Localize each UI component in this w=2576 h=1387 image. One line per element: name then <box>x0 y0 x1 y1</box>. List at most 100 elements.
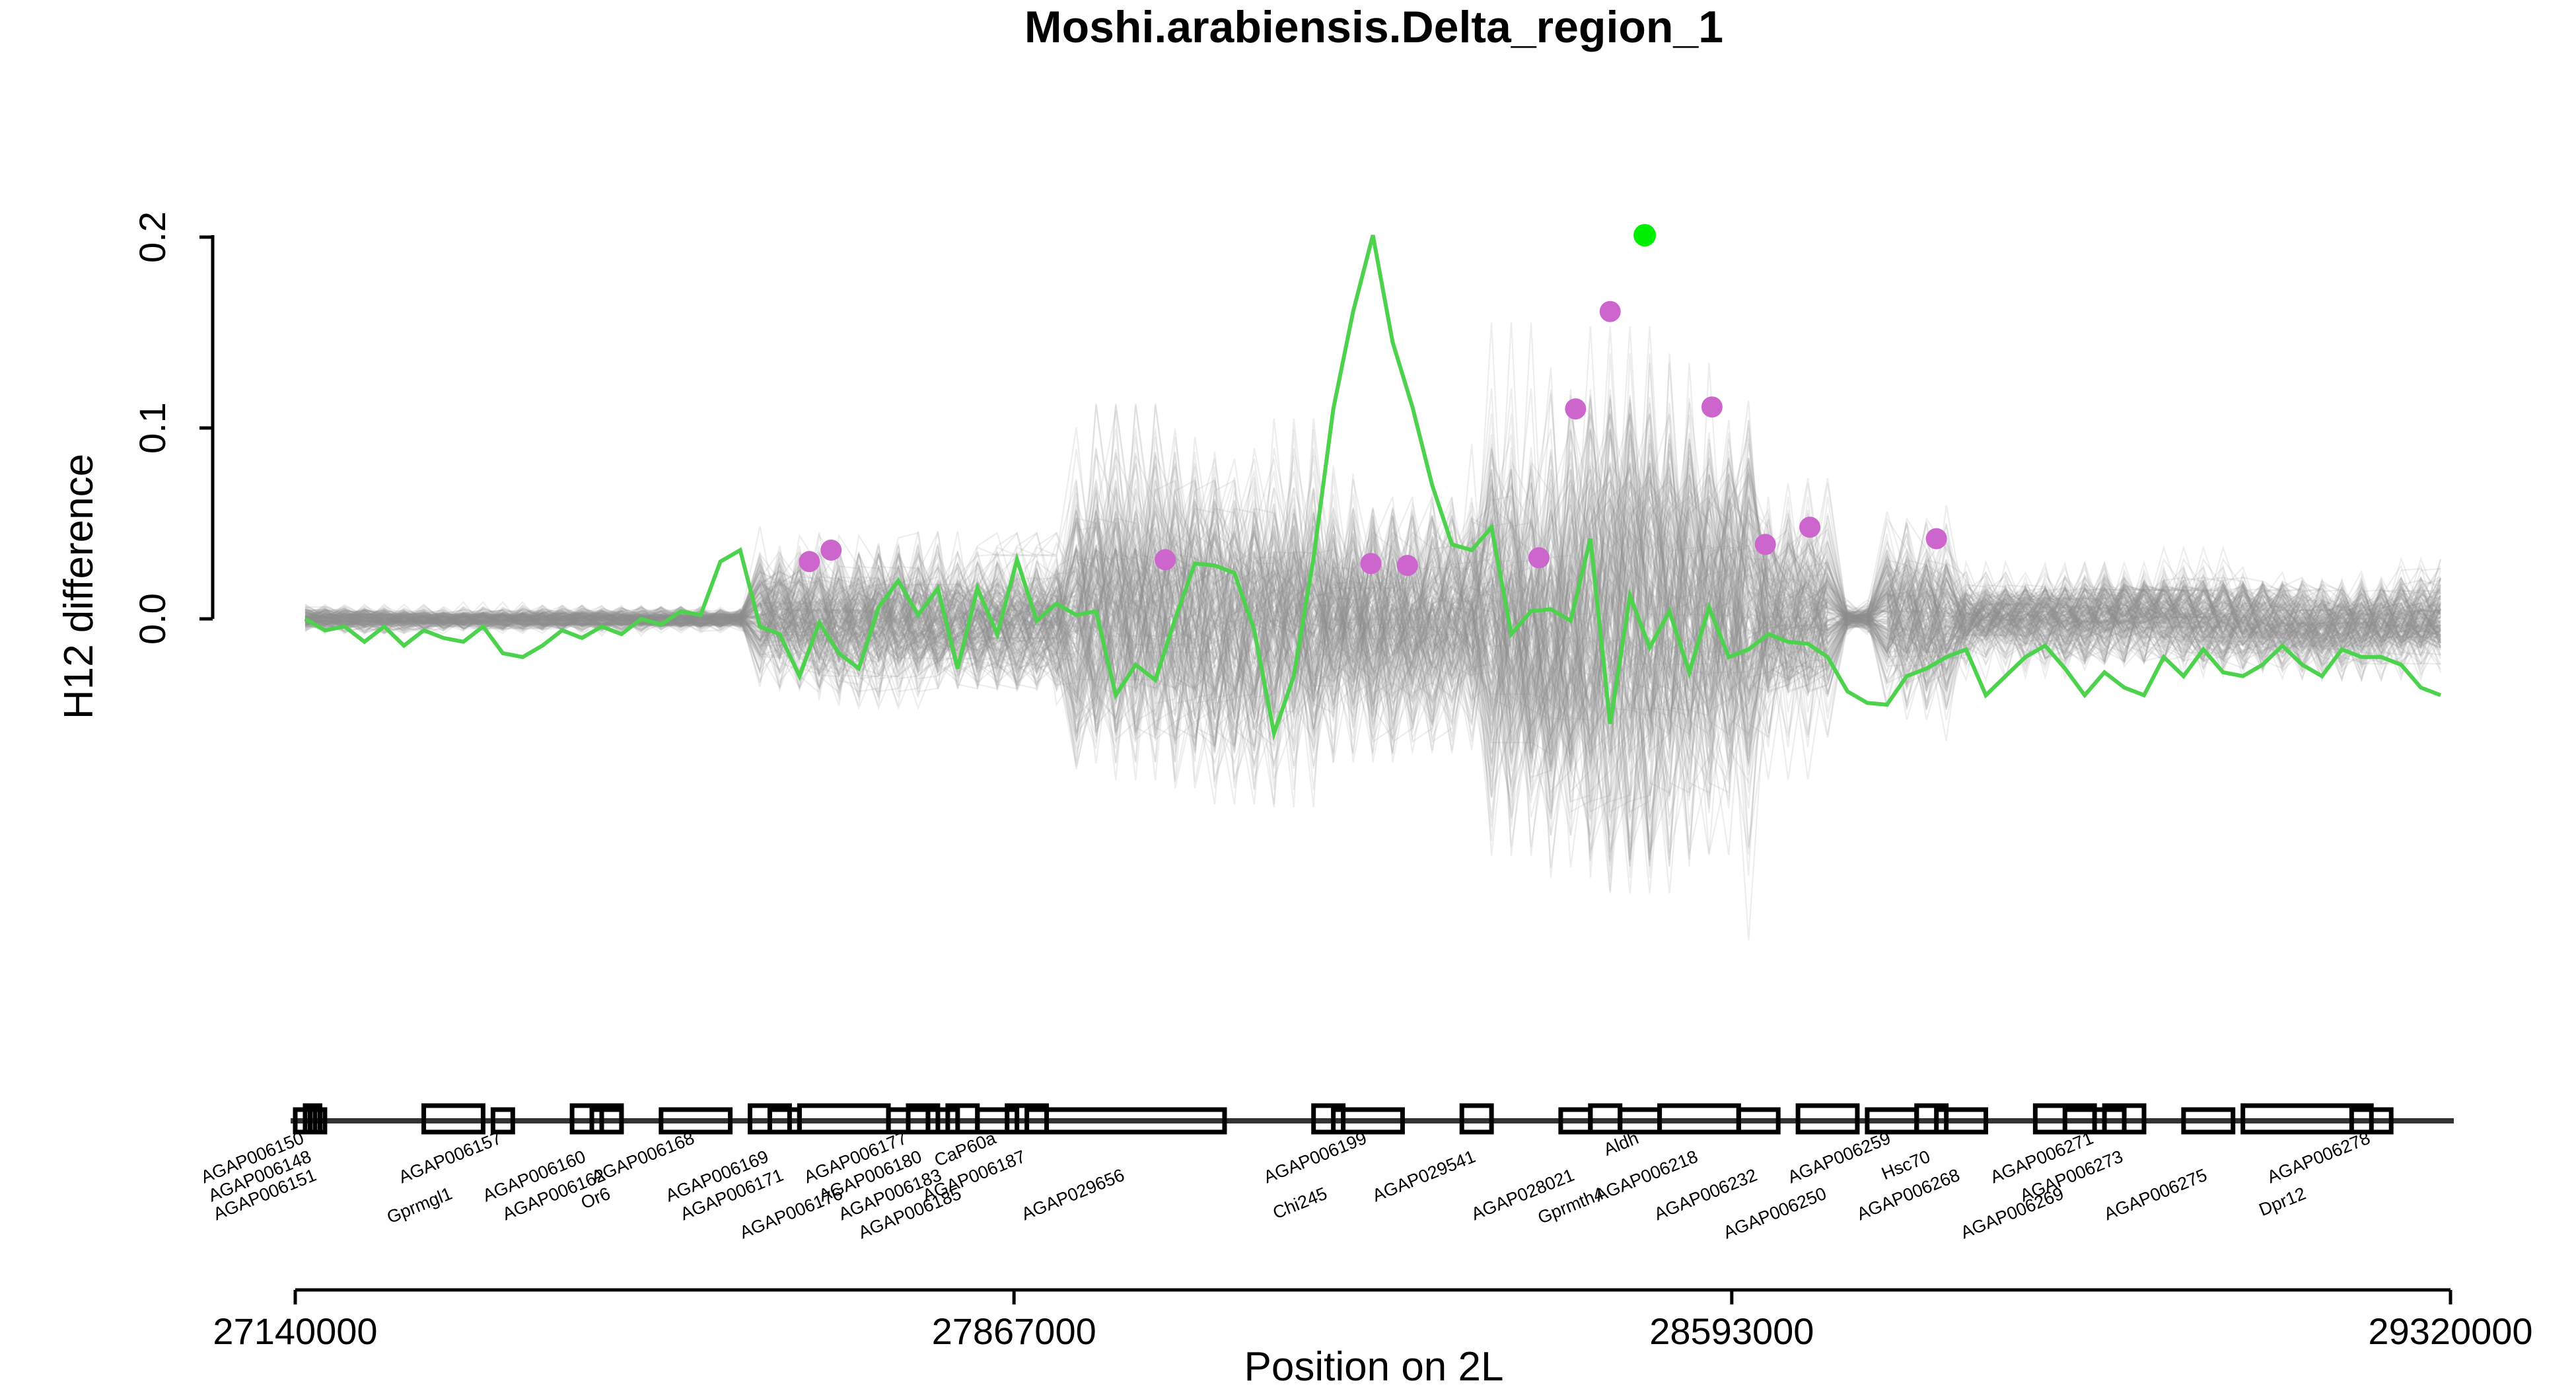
null-line <box>304 495 2441 867</box>
gene-label: AGAP006157 <box>396 1128 504 1188</box>
null-line <box>304 471 2441 839</box>
null-line <box>304 414 2441 783</box>
y-axis: 0.0 0.1 0.2 <box>131 211 215 645</box>
null-line <box>304 399 2441 760</box>
null-line <box>304 505 2441 821</box>
null-line <box>304 481 2441 849</box>
gene-box <box>2240 1103 2374 1135</box>
null-line <box>304 427 2441 821</box>
null-line <box>304 460 2441 787</box>
peak-point <box>1633 224 1657 247</box>
gene-label: AGAP006275 <box>2101 1165 2209 1225</box>
null-line <box>304 418 2441 778</box>
gene-box <box>925 1107 960 1135</box>
significant-point <box>799 551 820 573</box>
null-line <box>304 389 2441 742</box>
gene-label: AGAP006168 <box>589 1128 697 1188</box>
null-line <box>304 399 2442 777</box>
gene-box <box>659 1107 733 1135</box>
null-line <box>304 468 2441 850</box>
null-line <box>304 322 2441 791</box>
null-line <box>304 497 2441 868</box>
null-line <box>304 507 2441 894</box>
gene-box <box>1024 1107 1227 1135</box>
null-line <box>304 486 2441 839</box>
null-line <box>304 550 2441 818</box>
significant-point <box>1754 534 1776 555</box>
chart-title: Moshi.arabiensis.Delta_region_1 <box>1024 2 1723 52</box>
null-line <box>304 404 2441 766</box>
null-line <box>304 466 2441 783</box>
null-line <box>304 483 2441 799</box>
null-line <box>304 429 2441 741</box>
null-line <box>304 452 2441 818</box>
null-line <box>304 428 2441 876</box>
gene-box <box>906 1103 941 1135</box>
null-line <box>304 434 2441 755</box>
y-tick-label: 0.1 <box>131 402 173 454</box>
y-axis-label: H12 difference <box>56 454 102 719</box>
gene-label: AGAP006259 <box>1785 1128 1893 1188</box>
null-line <box>304 443 2441 855</box>
null-line <box>304 326 2441 726</box>
null-line <box>304 414 2441 791</box>
gene-box <box>975 1107 1020 1135</box>
null-line <box>304 414 2441 791</box>
null-line <box>304 404 2441 747</box>
null-line <box>304 497 2441 868</box>
gene-label: Chi245 <box>1270 1184 1330 1223</box>
null-line <box>304 483 2441 781</box>
null-line <box>304 488 2441 803</box>
null-line <box>304 399 2441 756</box>
null-line <box>304 495 2442 845</box>
null-line <box>304 431 2441 804</box>
gene-label: AGAP029541 <box>1370 1147 1478 1206</box>
null-line <box>304 428 2441 748</box>
null-line <box>304 443 2441 791</box>
x-tick-label: 27867000 <box>932 1310 1096 1352</box>
significant-point <box>1925 528 1947 550</box>
null-line <box>304 413 2441 769</box>
null-line <box>304 443 2441 783</box>
gene-box <box>1311 1103 1346 1135</box>
null-line <box>304 486 2441 839</box>
null-line <box>304 414 2441 783</box>
null-line <box>304 457 2442 867</box>
x-axis: 27140000 27867000 28593000 29320000 <box>213 1288 2533 1352</box>
null-line <box>304 550 2441 836</box>
null-line <box>304 363 2441 857</box>
null-line <box>304 470 2442 797</box>
null-line <box>304 411 2441 878</box>
null-line <box>304 404 2441 747</box>
null-line <box>304 388 2441 808</box>
gene-box <box>1331 1107 1405 1135</box>
null-line <box>304 395 2441 767</box>
null-line <box>304 458 2441 783</box>
null-line <box>304 470 2441 797</box>
null-line <box>304 434 2442 755</box>
null-line <box>304 405 2442 745</box>
null-line <box>304 446 2442 793</box>
null-line <box>304 428 2441 754</box>
null-line <box>304 518 2441 826</box>
gene-box <box>2062 1107 2127 1135</box>
gene-box <box>2181 1107 2236 1135</box>
null-line <box>304 322 2441 791</box>
null-line <box>304 428 2441 748</box>
null-line <box>304 470 2441 797</box>
null-line <box>304 413 2441 769</box>
null-line <box>304 458 2442 860</box>
null-line <box>304 414 2441 807</box>
null-line <box>304 457 2441 867</box>
null-line <box>304 466 2441 941</box>
null-line <box>304 448 2441 754</box>
x-axis-label: Position on 2L <box>1244 1344 1504 1387</box>
gene-box <box>2349 1107 2394 1135</box>
null-line <box>304 448 2442 854</box>
null-line <box>304 507 2441 894</box>
null-line <box>304 460 2441 787</box>
null-line <box>304 411 2441 878</box>
null-line <box>304 448 2441 854</box>
significant-point <box>1155 549 1176 571</box>
